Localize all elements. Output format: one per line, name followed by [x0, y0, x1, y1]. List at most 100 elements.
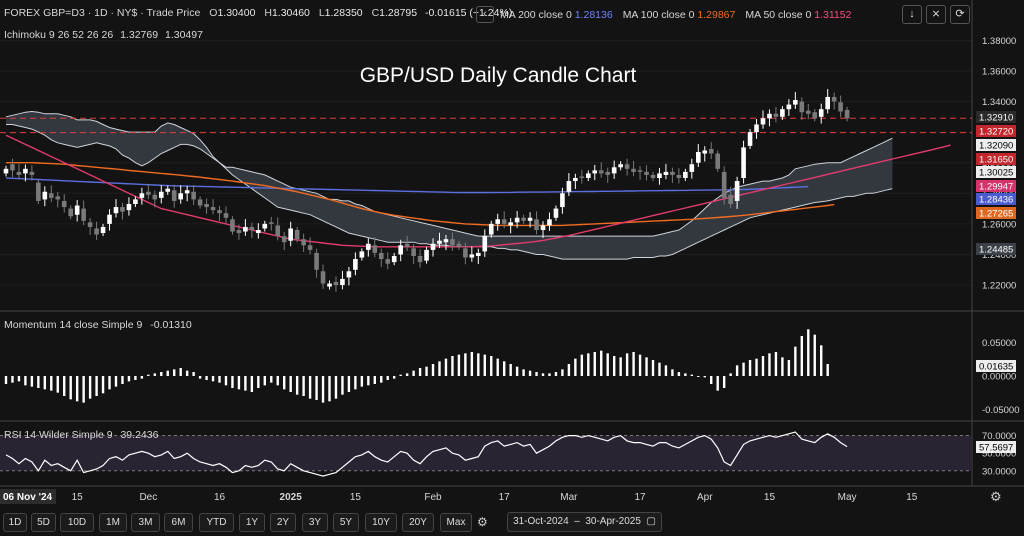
momentum-bar — [457, 354, 461, 376]
candle-body — [838, 102, 843, 112]
momentum-bar — [671, 369, 674, 376]
candle — [346, 267, 352, 286]
candle-body — [812, 112, 818, 119]
axis-settings-gear-icon[interactable]: ⚙ — [990, 489, 1002, 504]
range-button-5d[interactable]: 5D — [31, 513, 56, 532]
candle — [139, 187, 145, 205]
momentum-bar — [276, 376, 279, 386]
price-tick-label: 1.24000 — [982, 250, 1016, 261]
candle — [204, 198, 209, 214]
download-icon[interactable]: ↓ — [902, 5, 922, 24]
refresh-icon[interactable]: ⟳ — [950, 5, 970, 24]
candle — [825, 88, 830, 114]
price-tick-label: 1.22000 — [982, 281, 1016, 292]
price-tag-bg — [976, 243, 1016, 255]
candle-body — [68, 208, 73, 217]
candle-body — [55, 196, 61, 200]
range-button-3y[interactable]: 3Y — [302, 513, 328, 532]
momentum-bar — [289, 376, 292, 392]
collapse-legend-button[interactable]: ‹ — [476, 6, 494, 23]
x-tick-label: Dec — [139, 492, 157, 503]
range-button-ytd[interactable]: YTD — [199, 513, 234, 532]
candle-body — [450, 239, 455, 246]
range-button-3m[interactable]: 3M — [131, 513, 160, 532]
candle-body — [16, 171, 22, 175]
candle — [488, 220, 494, 238]
candle — [165, 185, 171, 195]
candle-body — [560, 193, 565, 208]
candle-body — [23, 168, 28, 174]
momentum-bar — [522, 369, 525, 376]
range-button-max[interactable]: Max — [440, 513, 472, 532]
range-button-1m[interactable]: 1M — [99, 513, 127, 532]
price-tag-bg — [976, 207, 1016, 219]
settings-gear-icon[interactable]: ⚙ — [477, 515, 488, 529]
price-tag-text: 1.32910 — [979, 113, 1013, 124]
momentum-bar — [302, 376, 305, 396]
momentum-bar — [147, 374, 150, 376]
candle-body — [482, 236, 488, 252]
candle — [605, 167, 611, 183]
candle-body — [372, 245, 378, 253]
momentum-bar — [399, 374, 402, 376]
candle — [482, 229, 488, 257]
candle-body — [644, 171, 649, 175]
x-tick-label: 06 Nov '24 — [3, 492, 53, 503]
momentum-bar — [295, 376, 299, 395]
candle-body — [139, 193, 145, 198]
candle-body — [488, 223, 494, 235]
candle — [398, 239, 403, 262]
candle-body — [754, 124, 759, 133]
candle-body — [404, 243, 410, 247]
ma-legend: ‹ MA 200 close 0 1.28136 MA 100 close 0 … — [476, 6, 861, 23]
range-button-1d[interactable]: 1D — [3, 513, 27, 532]
candle-body — [605, 171, 611, 175]
range-button-6m[interactable]: 6M — [164, 513, 193, 532]
momentum-bar — [283, 376, 286, 390]
candle-body — [689, 164, 695, 172]
instrument-name: FOREX GBP=D3 · 1D · NY$ · Trade Price — [4, 7, 201, 19]
candle-body — [281, 236, 287, 243]
candle — [404, 235, 410, 252]
candle-body — [417, 256, 423, 263]
candle — [437, 232, 442, 249]
momentum-bar — [121, 376, 124, 384]
candle — [107, 209, 112, 231]
candle — [29, 165, 35, 181]
candle-body — [288, 228, 293, 241]
momentum-bar — [373, 376, 376, 384]
momentum-bar — [612, 356, 616, 376]
range-button-10d[interactable]: 10D — [60, 513, 94, 532]
ichimoku-legend: Ichimoku 9 26 52 26 26 1.32769 1.30497 — [4, 29, 203, 41]
range-button-20y[interactable]: 20Y — [402, 513, 434, 532]
candle — [366, 238, 371, 257]
momentum-bar — [742, 362, 745, 376]
candle — [741, 140, 746, 184]
candle-body — [346, 271, 352, 278]
candle — [450, 232, 455, 251]
momentum-bar — [192, 372, 195, 376]
momentum-bar — [677, 372, 681, 376]
candle-body — [100, 226, 106, 234]
momentum-bar — [347, 376, 351, 392]
range-button-2y[interactable]: 2Y — [270, 513, 296, 532]
candle-body — [113, 207, 119, 214]
candle — [191, 185, 196, 205]
candle-body — [243, 226, 248, 232]
range-button-5y[interactable]: 5Y — [333, 513, 359, 532]
candle — [670, 167, 675, 183]
momentum-bar — [4, 376, 8, 384]
range-button-1y[interactable]: 1Y — [239, 513, 265, 532]
momentum-bar — [535, 372, 538, 376]
candle — [55, 192, 61, 208]
candle — [133, 196, 138, 208]
candle — [734, 176, 740, 209]
fullscreen-icon[interactable]: ⨯ — [926, 5, 946, 24]
momentum-bar — [600, 350, 603, 376]
candle-body — [793, 100, 798, 105]
candle — [61, 194, 67, 213]
date-range-picker[interactable]: 31-Oct-2024 – 30-Apr-2025 ▢ — [507, 512, 662, 532]
momentum-bar — [393, 376, 396, 379]
range-button-10y[interactable]: 10Y — [365, 513, 397, 532]
